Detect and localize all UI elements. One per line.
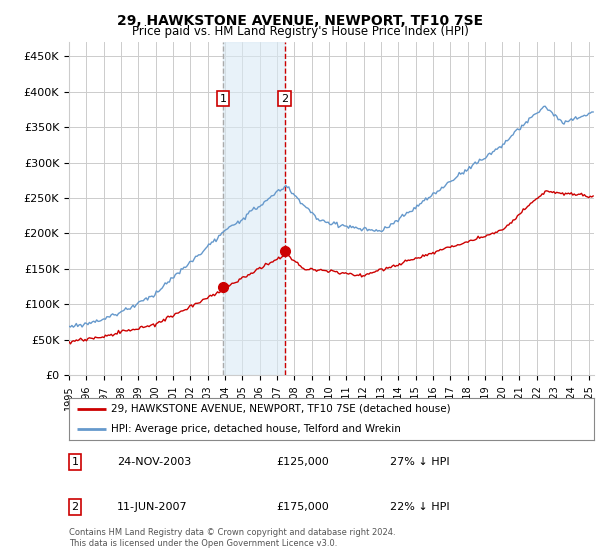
Bar (223, 42, 285, 375)
Text: 2: 2 (281, 94, 288, 104)
Text: 29, HAWKSTONE AVENUE, NEWPORT, TF10 7SE: 29, HAWKSTONE AVENUE, NEWPORT, TF10 7SE (117, 14, 483, 28)
Text: 22% ↓ HPI: 22% ↓ HPI (390, 502, 449, 512)
Text: 27% ↓ HPI: 27% ↓ HPI (390, 457, 449, 467)
Text: £125,000: £125,000 (276, 457, 329, 467)
Text: HPI: Average price, detached house, Telford and Wrekin: HPI: Average price, detached house, Telf… (111, 424, 401, 434)
Text: 1: 1 (220, 94, 227, 104)
Text: Contains HM Land Registry data © Crown copyright and database right 2024.
This d: Contains HM Land Registry data © Crown c… (69, 528, 395, 548)
Text: £175,000: £175,000 (276, 502, 329, 512)
Text: 11-JUN-2007: 11-JUN-2007 (117, 502, 188, 512)
Text: 1: 1 (71, 457, 79, 467)
Text: 29, HAWKSTONE AVENUE, NEWPORT, TF10 7SE (detached house): 29, HAWKSTONE AVENUE, NEWPORT, TF10 7SE … (111, 404, 451, 414)
Text: 24-NOV-2003: 24-NOV-2003 (117, 457, 191, 467)
Text: Price paid vs. HM Land Registry's House Price Index (HPI): Price paid vs. HM Land Registry's House … (131, 25, 469, 38)
Text: 2: 2 (71, 502, 79, 512)
